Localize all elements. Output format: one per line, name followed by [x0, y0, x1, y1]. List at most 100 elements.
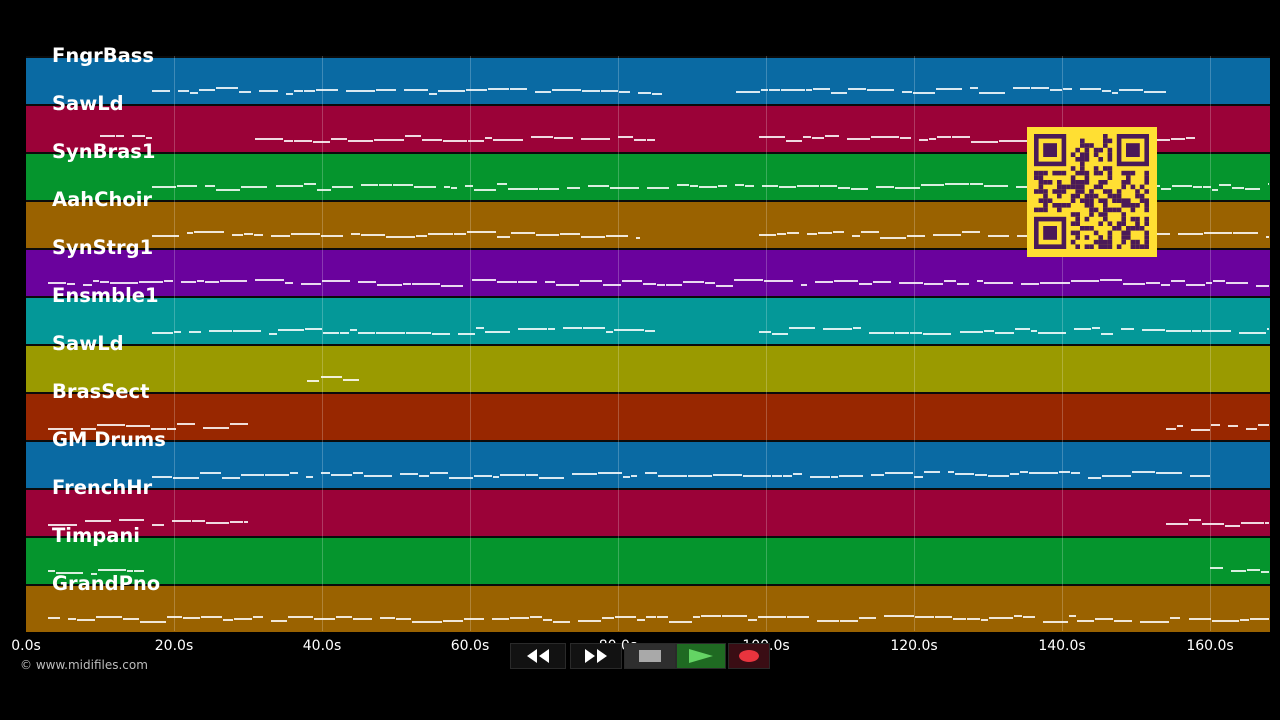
note-segment: [330, 473, 353, 476]
note-segment: [517, 280, 538, 283]
note-segment: [630, 474, 638, 477]
note-segment: [244, 520, 248, 523]
note-segment: [553, 620, 571, 623]
record-button[interactable]: [728, 643, 770, 669]
note-segment: [920, 183, 945, 186]
note-segment: [1118, 89, 1143, 92]
note-segment: [1088, 476, 1101, 479]
note-segment: [442, 139, 467, 142]
note-segment: [497, 183, 508, 186]
note-segment: [945, 183, 970, 186]
note-segment: [572, 473, 598, 476]
note-segment: [233, 618, 253, 621]
note-segment: [171, 519, 192, 522]
note-segment: [840, 619, 859, 622]
note-segment: [467, 140, 485, 143]
note-segment: [119, 519, 145, 522]
note-segment: [748, 618, 758, 621]
note-segment: [287, 616, 313, 619]
note-segment: [1023, 615, 1036, 618]
rewind-button[interactable]: [510, 643, 566, 669]
note-segment: [1068, 615, 1076, 618]
note-segment: [1232, 231, 1259, 234]
note-segment: [339, 331, 350, 334]
note-segment: [1247, 568, 1260, 571]
note-segment: [852, 327, 862, 330]
transport-controls: [510, 643, 770, 670]
note-segment: [734, 183, 744, 186]
note-segment: [924, 471, 940, 474]
note-segment: [289, 471, 298, 474]
play-icon: [689, 649, 713, 663]
note-segment: [807, 232, 818, 235]
note-segment: [151, 90, 170, 93]
note-segment: [275, 185, 303, 188]
note-segment: [787, 615, 809, 618]
note-segment: [1246, 428, 1257, 431]
note-segment: [131, 135, 145, 138]
note-segment: [320, 235, 343, 238]
stop-icon: [639, 650, 661, 662]
note-segment: [976, 280, 984, 283]
note-segment: [718, 185, 727, 188]
time-gridline: [174, 56, 175, 631]
note-segment: [618, 136, 634, 139]
note-segment: [1101, 332, 1114, 335]
note-segment: [981, 618, 988, 621]
note-segment: [704, 281, 716, 284]
note-segment: [815, 280, 833, 283]
stop-button[interactable]: [624, 643, 676, 669]
note-segment: [1188, 618, 1212, 621]
note-segment: [736, 90, 761, 93]
note-segment: [438, 89, 466, 92]
note-segment: [517, 328, 547, 331]
fast-forward-button[interactable]: [570, 643, 622, 669]
note-segment: [442, 619, 464, 622]
note-segment: [899, 137, 912, 140]
note-segment: [638, 91, 651, 94]
note-segment: [201, 615, 223, 618]
note-segment: [962, 231, 980, 234]
note-segment: [358, 281, 377, 284]
note-segment: [1260, 571, 1270, 574]
note-segment: [1176, 425, 1184, 428]
note-segment: [441, 284, 464, 287]
record-icon: [739, 650, 759, 662]
track-frenchhr: [26, 488, 1270, 536]
note-segment: [1059, 471, 1070, 474]
note-segment: [48, 524, 78, 527]
note-segment: [535, 91, 552, 94]
note-segment: [526, 473, 539, 476]
note-segment: [270, 235, 291, 238]
note-segment: [229, 521, 244, 524]
note-segment: [357, 331, 376, 334]
note-segment: [578, 619, 601, 622]
note-segment: [485, 330, 510, 333]
note-segment: [1170, 280, 1186, 283]
note-segment: [838, 474, 864, 477]
note-segment: [1186, 137, 1196, 140]
note-segment: [634, 139, 647, 142]
note-segment: [669, 620, 693, 623]
note-segment: [1255, 284, 1270, 287]
note-segment: [190, 92, 199, 95]
note-segment: [458, 332, 476, 335]
note-segment: [871, 135, 899, 138]
note-segment: [716, 284, 734, 287]
note-segment: [984, 184, 1008, 187]
note-segment: [500, 474, 526, 477]
note-segment: [547, 328, 556, 331]
note-segment: [466, 231, 496, 233]
note-segment: [377, 283, 402, 286]
note-segment: [644, 330, 655, 333]
play-button[interactable]: [676, 643, 726, 669]
note-segment: [177, 89, 190, 92]
note-segment: [96, 424, 125, 427]
note-segment: [809, 476, 831, 479]
note-segment: [342, 379, 359, 382]
note-segment: [253, 615, 263, 618]
note-segment: [511, 232, 536, 235]
note-segment: [919, 139, 929, 142]
note-segment: [758, 616, 787, 619]
note-segment: [1140, 620, 1169, 623]
